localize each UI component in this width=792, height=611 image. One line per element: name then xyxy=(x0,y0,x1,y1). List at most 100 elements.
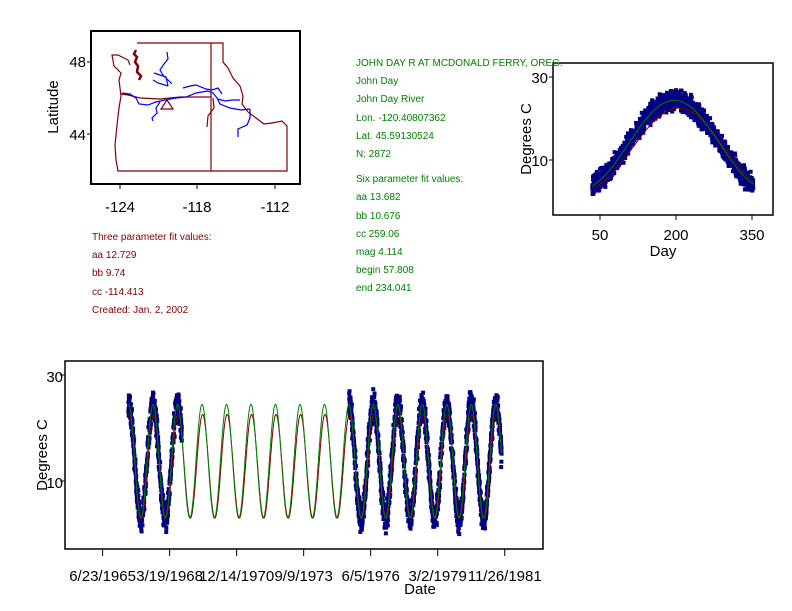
annual-observation-point xyxy=(595,169,600,174)
annual-observation-point xyxy=(658,101,663,106)
timeseries-observation-point xyxy=(489,443,494,448)
annual-observation-point xyxy=(649,105,654,110)
annual-observation-point xyxy=(680,107,685,112)
annual-observation-point xyxy=(656,113,661,118)
columbia-river xyxy=(121,90,251,111)
timeseries-observation-point xyxy=(349,412,354,417)
timeseries-observation-point xyxy=(423,411,428,416)
annual-observation-point xyxy=(679,95,684,100)
timeseries-observation-point xyxy=(451,451,456,456)
timeseries-observation-point xyxy=(151,391,156,396)
annual-observation-point xyxy=(667,94,672,99)
annual-observation-point xyxy=(624,140,629,145)
timeseries-observation-point xyxy=(165,517,170,522)
annual-observation-point xyxy=(639,121,644,126)
timeseries-observation-point xyxy=(372,395,377,400)
annual-observation-point xyxy=(668,89,673,94)
annual-observation-point xyxy=(692,118,697,123)
annual-observation-point xyxy=(705,130,710,135)
annual-observation-point xyxy=(605,176,610,181)
three-param-cc: cc -114.413 xyxy=(92,286,144,298)
timeseries-observation-point xyxy=(397,394,402,399)
timeseries-observation-point xyxy=(127,399,132,404)
timeseries-observation-point xyxy=(358,529,363,534)
location-map: 48 44 Latitude -124 -118 -112 xyxy=(45,30,301,216)
timeseries-observation-point xyxy=(468,392,473,397)
timeseries-observation-point xyxy=(173,415,178,420)
timeseries-observation-point xyxy=(381,493,386,498)
annual-observation-point xyxy=(733,172,738,177)
timeseries-observation-point xyxy=(348,396,353,401)
annual-observation-point xyxy=(653,102,658,107)
annual-observation-point xyxy=(694,114,699,119)
timeseries-observation-point xyxy=(495,398,500,403)
annual-observation-point xyxy=(681,102,686,107)
timeseries-x-tick-label: 6/23/1965 xyxy=(69,568,136,585)
annual-observation-point xyxy=(685,111,690,116)
station-info: JOHN DAY R AT MCDONALD FERRY, OREG. John… xyxy=(356,55,563,298)
timeseries-observation-point xyxy=(458,522,463,527)
annual-observation-point xyxy=(738,179,743,184)
annual-observation-point xyxy=(676,90,681,95)
timeseries-observation-point xyxy=(419,393,424,398)
timeseries-observation-point xyxy=(156,435,161,440)
timeseries-observation-point xyxy=(468,390,473,395)
timeseries-observation-point xyxy=(449,426,454,431)
timeseries-observation-point xyxy=(418,417,423,422)
timeseries-observation-point xyxy=(361,514,366,519)
annual-observation-point xyxy=(696,102,701,107)
annual-observation-point xyxy=(625,148,630,153)
timeseries-observation-point xyxy=(370,422,375,427)
annual-observation-point xyxy=(612,150,617,155)
annual-observation-point xyxy=(622,143,627,148)
annual-observation-point xyxy=(640,128,645,133)
timeseries-observation-point xyxy=(374,409,379,414)
state-borders xyxy=(111,42,288,172)
map-y-label: Latitude xyxy=(45,80,62,133)
timeseries-observation-point xyxy=(349,407,354,412)
timeseries-observation-point xyxy=(161,493,166,498)
timeseries-observation-point xyxy=(421,390,426,395)
six-param-begin: begin 57.808 xyxy=(356,265,414,277)
timeseries-observation-point xyxy=(447,405,452,410)
annual-observation-point xyxy=(660,94,665,99)
timeseries-observation-point xyxy=(472,432,477,437)
annual-observation-point xyxy=(651,113,656,118)
timeseries-observation-point xyxy=(460,509,465,514)
annual-observation-point xyxy=(648,118,653,123)
annual-observation-point xyxy=(724,149,729,154)
timeseries-observation-point xyxy=(417,428,422,433)
timeseries-observation-point xyxy=(139,529,144,534)
station-lon: Lon. -120.40807362 xyxy=(356,112,446,124)
timeseries-observation-point xyxy=(483,526,488,531)
timeseries-observation-point xyxy=(408,526,413,531)
annual-observation-point xyxy=(698,123,703,128)
annual-observation-point xyxy=(637,132,642,137)
timeseries-observation-point xyxy=(154,413,159,418)
timeseries-observation-point xyxy=(472,416,477,421)
annual-observation-point xyxy=(699,107,704,112)
timeseries-observation-point xyxy=(486,461,491,466)
annual-observation-point xyxy=(592,180,597,185)
annual-observation-point xyxy=(653,109,658,114)
timeseries-observation-point xyxy=(350,421,355,426)
annual-observation-point xyxy=(672,97,677,102)
annual-observation-point xyxy=(733,157,738,162)
timeseries-observation-point xyxy=(457,532,462,537)
timeseries-observation-point xyxy=(164,525,169,530)
annual-observation-point xyxy=(743,168,748,173)
annual-observation-point xyxy=(739,177,744,182)
station-title: JOHN DAY R AT MCDONALD FERRY, OREG. xyxy=(356,58,563,69)
annual-observation-point xyxy=(729,150,734,155)
six-param-end: end 234.041 xyxy=(356,283,412,295)
annual-observation-point xyxy=(639,119,644,124)
timeseries-observation-point xyxy=(471,404,476,409)
annual-observation-point xyxy=(652,106,657,111)
id-border xyxy=(206,43,215,171)
timeseries-observation-point xyxy=(176,394,181,399)
annual-observations xyxy=(590,88,756,197)
timeseries-observation-point xyxy=(445,399,450,404)
six-param-bb: bb 10.676 xyxy=(356,210,401,222)
annual-observation-point xyxy=(726,162,731,167)
timeseries-observation-point xyxy=(348,399,353,404)
